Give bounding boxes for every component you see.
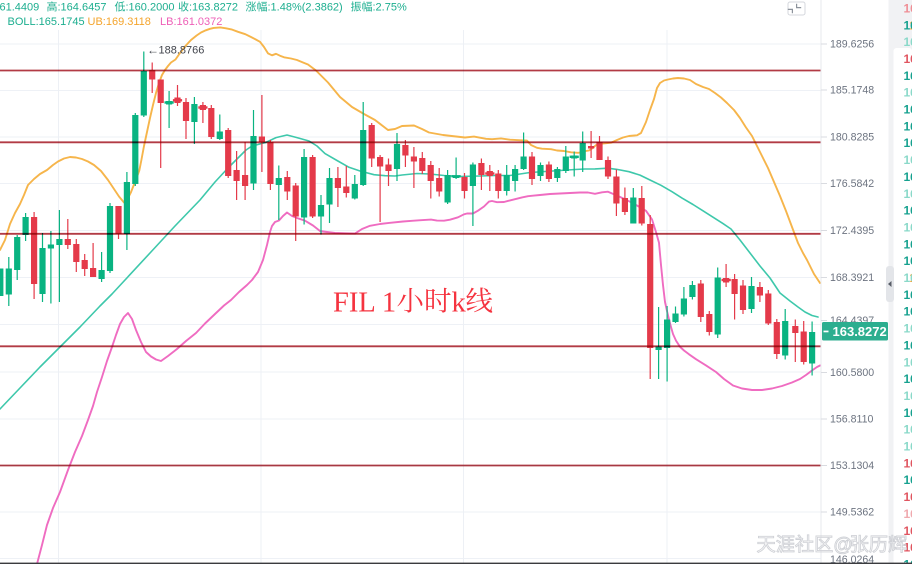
svg-text:16: 16 xyxy=(904,440,912,454)
svg-text:149.5362: 149.5362 xyxy=(830,507,874,519)
svg-text:16: 16 xyxy=(904,271,912,285)
svg-text:16: 16 xyxy=(904,237,912,251)
svg-text:153.1304: 153.1304 xyxy=(830,460,874,472)
svg-text:16: 16 xyxy=(904,406,912,420)
svg-text:16: 16 xyxy=(904,1,912,15)
svg-text:16: 16 xyxy=(904,423,912,437)
svg-text:176.5842: 176.5842 xyxy=(830,178,874,190)
svg-text:185.1748: 185.1748 xyxy=(830,85,874,97)
svg-text:189.6256: 189.6256 xyxy=(830,39,874,51)
svg-text::2.75%: :2.75% xyxy=(373,2,407,14)
svg-text:16: 16 xyxy=(904,136,912,150)
svg-text:16: 16 xyxy=(904,119,912,133)
svg-text:16: 16 xyxy=(904,220,912,234)
svg-text:168.3921: 168.3921 xyxy=(830,272,874,284)
svg-text:LB:161.0372: LB:161.0372 xyxy=(160,16,222,28)
svg-text:61.4409: 61.4409 xyxy=(0,2,39,14)
svg-text:←: ← xyxy=(147,43,159,57)
svg-text:163.8272: 163.8272 xyxy=(833,324,887,339)
svg-text:BOLL:165.1745: BOLL:165.1745 xyxy=(8,16,85,28)
svg-text:16: 16 xyxy=(904,103,912,117)
svg-text:16: 16 xyxy=(904,52,912,66)
svg-text:188.8766: 188.8766 xyxy=(159,45,205,57)
svg-text::1.48%(2.3862): :1.48%(2.3862) xyxy=(268,2,343,14)
svg-text:180.8285: 180.8285 xyxy=(830,132,874,144)
svg-text:k: k xyxy=(452,288,467,319)
svg-text:@: @ xyxy=(833,535,852,556)
svg-text:16: 16 xyxy=(904,153,912,167)
svg-text:16: 16 xyxy=(904,473,912,487)
svg-text:16: 16 xyxy=(904,86,912,100)
svg-text:172.4395: 172.4395 xyxy=(830,225,874,237)
svg-text:16: 16 xyxy=(904,322,912,336)
svg-text:160.5800: 160.5800 xyxy=(830,367,874,379)
svg-text:16: 16 xyxy=(904,204,912,218)
svg-text:16: 16 xyxy=(904,18,912,32)
svg-text:16: 16 xyxy=(904,372,912,386)
svg-text:16: 16 xyxy=(904,389,912,403)
svg-text:16: 16 xyxy=(904,490,912,504)
svg-text:16: 16 xyxy=(904,355,912,369)
svg-text:156.8110: 156.8110 xyxy=(830,414,874,426)
svg-text:16: 16 xyxy=(904,507,912,521)
svg-text:FIL 1: FIL 1 xyxy=(333,288,396,319)
svg-text::164.6457: :164.6457 xyxy=(58,2,107,14)
svg-text:16: 16 xyxy=(904,254,912,268)
svg-text:16: 16 xyxy=(904,288,912,302)
svg-text::160.2000: :160.2000 xyxy=(126,2,175,14)
svg-text:16: 16 xyxy=(904,305,912,319)
svg-text:16: 16 xyxy=(904,456,912,470)
svg-text:16: 16 xyxy=(904,338,912,352)
svg-text:UB:169.3118: UB:169.3118 xyxy=(88,16,151,28)
svg-text:16: 16 xyxy=(904,35,912,49)
svg-text::163.8272: :163.8272 xyxy=(189,2,238,14)
svg-text:16: 16 xyxy=(904,187,912,201)
svg-text:16: 16 xyxy=(904,170,912,184)
svg-text:16: 16 xyxy=(904,69,912,83)
